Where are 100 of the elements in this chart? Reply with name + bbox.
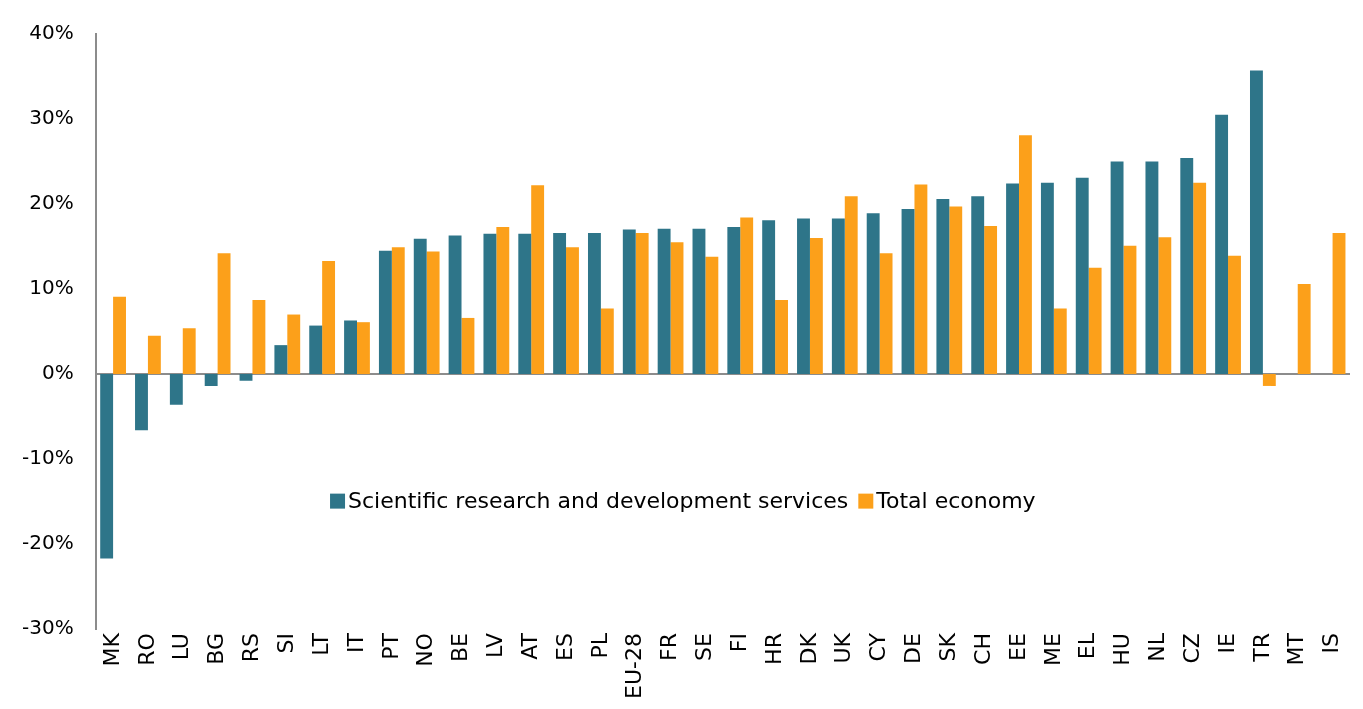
- bar: [622, 229, 636, 375]
- y-tick-label: 40%: [29, 20, 74, 45]
- bar: [1193, 182, 1207, 375]
- bar: [287, 314, 301, 375]
- bar: [100, 374, 114, 559]
- bar: [461, 317, 475, 375]
- bar: [762, 220, 776, 375]
- x-tick-label: ES: [551, 633, 577, 661]
- x-tick-label: IE: [1213, 633, 1239, 654]
- x-tick-label: NL: [1144, 632, 1170, 662]
- bar: [949, 206, 963, 375]
- bar: [1228, 255, 1241, 375]
- bar: [169, 374, 183, 405]
- bar: [914, 184, 928, 375]
- x-tick-label: IS: [1318, 633, 1344, 654]
- bar: [391, 247, 405, 375]
- y-tick-label: -10%: [22, 445, 74, 470]
- x-tick-label: CZ: [1178, 633, 1204, 664]
- x-tick-label: CY: [865, 632, 891, 662]
- x-tick-label: PT: [377, 632, 403, 660]
- x-tick-label: FR: [656, 633, 682, 662]
- bar: [692, 228, 706, 375]
- bar: [797, 218, 810, 375]
- x-tick-label: AT: [516, 632, 542, 660]
- bar: [1123, 245, 1137, 375]
- bar: [135, 374, 148, 431]
- bar: [727, 226, 741, 375]
- bar: [309, 325, 323, 375]
- x-tick-label: HR: [760, 633, 786, 665]
- bar: [1215, 114, 1229, 375]
- x-tick-label: RO: [133, 633, 159, 666]
- x-tick-label: LV: [482, 633, 508, 658]
- x-tick-label: FI: [725, 633, 751, 653]
- bar: [657, 228, 671, 375]
- x-tick-label: MK: [98, 632, 124, 667]
- legend-label: Total economy: [875, 487, 1036, 513]
- bar: [217, 253, 231, 375]
- x-tick-label: EL: [1074, 632, 1100, 660]
- bar: [356, 322, 370, 375]
- x-tick-label: EU-28: [621, 633, 647, 699]
- bar: [587, 232, 601, 375]
- x-tick-label: UK: [830, 632, 856, 664]
- bar: [635, 232, 649, 375]
- x-tick-label: RS: [238, 633, 264, 663]
- bar: [866, 213, 880, 375]
- bar: [1145, 161, 1159, 375]
- x-tick-label: DE: [900, 633, 926, 664]
- bar: [531, 185, 545, 375]
- bar: [1110, 161, 1124, 375]
- x-tick-label: CH: [969, 633, 995, 665]
- bar: [113, 296, 126, 375]
- y-tick-label: 0%: [41, 360, 74, 385]
- bar: [844, 196, 858, 375]
- bar: [1040, 182, 1054, 375]
- y-tick-label: 20%: [29, 190, 74, 215]
- x-tick-label: ME: [1039, 633, 1065, 666]
- bar: [274, 345, 288, 375]
- bar: [252, 300, 266, 375]
- bar: [518, 233, 532, 375]
- bar: [1332, 232, 1346, 375]
- y-tick-label: -20%: [22, 530, 74, 555]
- bar: [344, 320, 357, 375]
- bar: [566, 247, 579, 375]
- y-tick-label: 10%: [29, 275, 74, 300]
- bar: [1262, 374, 1276, 386]
- bar: [1088, 267, 1102, 375]
- bar: [1075, 177, 1089, 375]
- x-tick-label: SK: [935, 632, 961, 662]
- bar: [1053, 308, 1067, 375]
- bar: [831, 218, 845, 375]
- bar: [936, 198, 950, 375]
- bar: [448, 235, 462, 375]
- bar: [496, 226, 510, 375]
- x-tick-label: IT: [342, 632, 368, 653]
- bar: [1158, 237, 1172, 375]
- bar: [1006, 183, 1019, 375]
- x-tick-label: LU: [168, 633, 194, 661]
- bar: [204, 374, 218, 386]
- bar: [1018, 135, 1032, 375]
- x-tick-label: MT: [1283, 632, 1309, 666]
- bar: [147, 335, 161, 375]
- bar: [426, 251, 440, 375]
- x-tick-label: SE: [691, 633, 717, 661]
- x-tick-label: BE: [447, 633, 473, 663]
- x-tick-label: LT: [307, 632, 333, 656]
- bar: [239, 374, 253, 381]
- bar: [483, 233, 497, 375]
- bar: [600, 308, 614, 375]
- bar: [1297, 283, 1311, 375]
- bar: [322, 260, 336, 375]
- x-tick-label: PL: [586, 632, 612, 659]
- bar: [182, 328, 196, 375]
- x-tick-label: EE: [1004, 633, 1030, 661]
- bar: [901, 209, 915, 375]
- bar: [705, 256, 719, 375]
- x-tick-label: NO: [412, 633, 438, 667]
- y-tick-label: 30%: [29, 105, 74, 130]
- x-tick-label: DK: [795, 632, 821, 665]
- y-tick-label: -30%: [22, 615, 74, 640]
- legend-label: Scientific research and development services: [348, 487, 849, 513]
